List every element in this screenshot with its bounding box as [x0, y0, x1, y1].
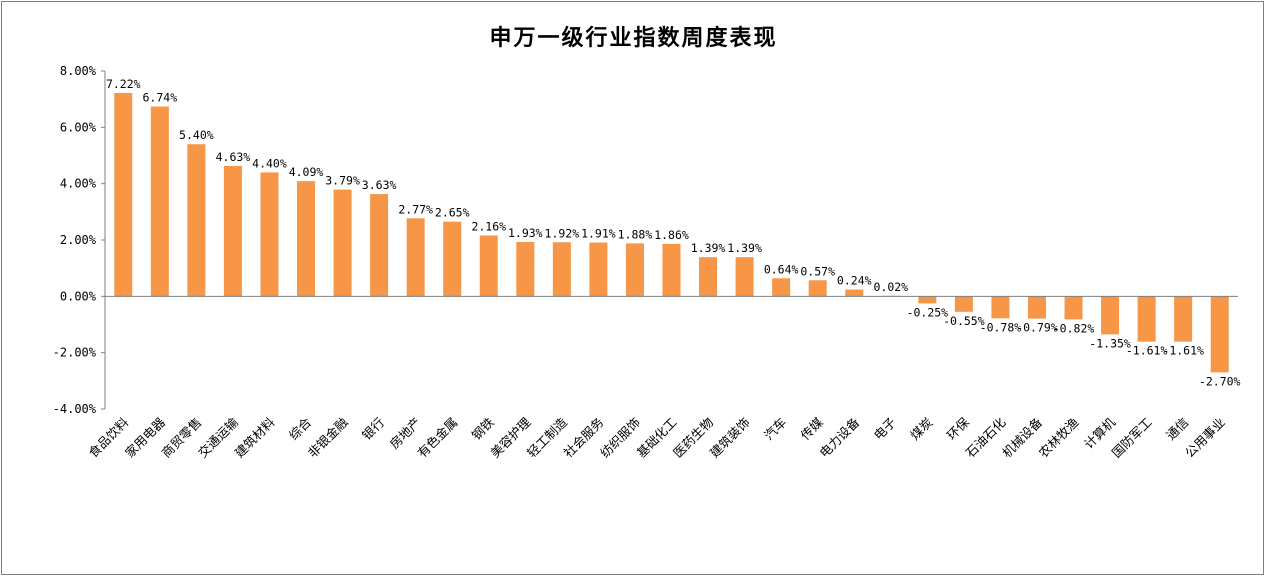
category-label: 汽车 — [761, 415, 789, 443]
bar — [991, 296, 1010, 319]
bar — [150, 106, 169, 297]
category-label: 国防军工 — [1109, 415, 1155, 461]
y-tick-label: 0.00% — [60, 289, 97, 303]
bar — [699, 257, 718, 297]
bar — [1027, 296, 1046, 319]
category-label: 建筑材料 — [232, 414, 278, 460]
category-label: 电子 — [871, 415, 899, 443]
category-label: 煤炭 — [907, 415, 935, 443]
bar — [1064, 296, 1083, 320]
data-label: -0.25% — [907, 305, 949, 319]
data-label: 2.65% — [435, 206, 470, 220]
bar — [443, 221, 462, 297]
data-label: 1.91% — [581, 227, 616, 241]
category-label: 传媒 — [798, 414, 827, 443]
bar — [333, 189, 352, 297]
category-label: 非银金融 — [305, 414, 351, 460]
data-label: 0.64% — [764, 262, 799, 276]
data-label: 2.77% — [398, 202, 433, 216]
bar — [370, 194, 389, 297]
bar — [552, 242, 571, 297]
bar — [260, 172, 279, 297]
category-label: 有色金属 — [414, 415, 460, 461]
data-label: 6.74% — [143, 90, 178, 104]
bar — [772, 278, 791, 297]
category-label: 农林牧渔 — [1036, 415, 1082, 461]
data-label: 3.63% — [362, 178, 397, 192]
data-label: 5.40% — [179, 128, 214, 142]
category-label: 环保 — [944, 414, 973, 443]
data-label: -0.79% — [1016, 321, 1058, 335]
data-label: 0.57% — [800, 264, 835, 278]
category-label: 公用事业 — [1182, 415, 1228, 461]
bar — [662, 243, 681, 297]
bar — [954, 296, 973, 312]
data-label: 1.93% — [508, 226, 543, 240]
category-label: 电力设备 — [816, 414, 862, 460]
data-label: 0.24% — [837, 274, 872, 288]
y-tick-label: 2.00% — [60, 233, 97, 247]
bar — [406, 218, 425, 297]
data-label: -1.35% — [1089, 336, 1131, 350]
bar — [114, 92, 133, 297]
y-tick-label: 6.00% — [60, 120, 97, 134]
data-label: 4.40% — [252, 156, 287, 170]
bar — [1174, 296, 1193, 342]
data-label: 4.09% — [289, 165, 324, 179]
data-label: 2.16% — [471, 219, 506, 233]
data-label: -0.78% — [980, 320, 1022, 334]
data-label: 1.39% — [727, 241, 762, 255]
y-tick-label: -2.00% — [53, 346, 97, 360]
bar — [479, 235, 498, 297]
data-label: -0.55% — [943, 314, 985, 328]
y-tick-label: -4.00% — [53, 402, 97, 416]
bar — [223, 165, 242, 297]
bar — [516, 241, 535, 297]
bar — [625, 243, 644, 297]
category-label: 钢铁 — [469, 414, 498, 443]
chart-title: 申万一级行业指数周度表现 — [489, 26, 778, 51]
bar — [589, 242, 608, 297]
category-label: 建筑装饰 — [707, 415, 753, 461]
data-label: -1.61% — [1126, 344, 1168, 358]
bar — [845, 289, 864, 297]
bar — [808, 280, 827, 297]
bar — [297, 181, 316, 297]
data-label: 4.63% — [216, 150, 251, 164]
bar — [1210, 296, 1229, 373]
category-label: 银行 — [359, 415, 387, 443]
category-label: 通信 — [1163, 415, 1191, 443]
bar — [918, 296, 937, 304]
data-label: 1.39% — [691, 241, 726, 255]
data-label: 1.88% — [618, 227, 653, 241]
data-label: -2.70% — [1199, 374, 1241, 388]
data-label: 1.86% — [654, 228, 689, 242]
y-tick-label: 8.00% — [60, 64, 97, 78]
y-tick-label: 4.00% — [60, 177, 97, 191]
data-label: 3.79% — [325, 174, 360, 188]
category-label: 综合 — [286, 414, 315, 443]
bar — [1101, 296, 1120, 335]
data-label: 7.22% — [106, 77, 141, 91]
bar — [1137, 296, 1156, 342]
data-label: 0.02% — [873, 280, 908, 294]
data-label: -0.82% — [1053, 321, 1095, 335]
bar — [187, 144, 206, 297]
data-label: -1.61% — [1162, 344, 1204, 358]
bar — [735, 257, 754, 297]
data-label: 1.92% — [545, 226, 580, 240]
